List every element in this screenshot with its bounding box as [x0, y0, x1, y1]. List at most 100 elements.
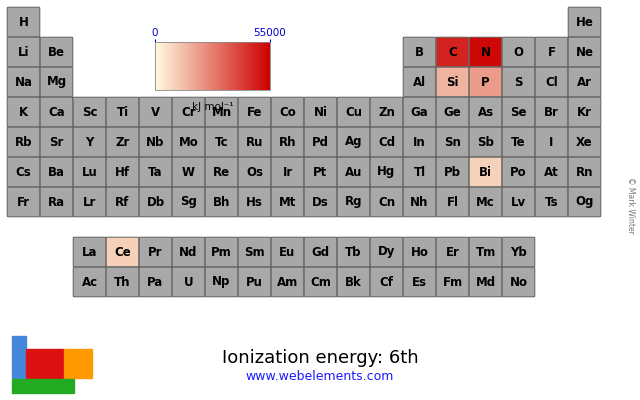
- Text: F: F: [547, 46, 556, 58]
- Text: Pr: Pr: [148, 246, 163, 258]
- FancyBboxPatch shape: [140, 127, 172, 157]
- FancyBboxPatch shape: [271, 97, 304, 127]
- FancyBboxPatch shape: [7, 187, 40, 217]
- Text: Rb: Rb: [15, 136, 32, 148]
- Text: Sr: Sr: [49, 136, 64, 148]
- Text: Hg: Hg: [378, 166, 396, 178]
- FancyBboxPatch shape: [172, 157, 205, 187]
- Text: Y: Y: [85, 136, 93, 148]
- Text: At: At: [544, 166, 559, 178]
- Text: Pm: Pm: [211, 246, 232, 258]
- Text: Ho: Ho: [411, 246, 428, 258]
- FancyBboxPatch shape: [106, 127, 139, 157]
- Text: Lu: Lu: [82, 166, 97, 178]
- Text: La: La: [82, 246, 97, 258]
- Text: Fr: Fr: [17, 196, 30, 208]
- Text: Se: Se: [510, 106, 527, 118]
- FancyBboxPatch shape: [568, 67, 601, 97]
- FancyBboxPatch shape: [205, 157, 238, 187]
- FancyBboxPatch shape: [73, 267, 106, 297]
- FancyBboxPatch shape: [337, 187, 370, 217]
- Text: Be: Be: [48, 46, 65, 58]
- Text: B: B: [415, 46, 424, 58]
- FancyBboxPatch shape: [436, 37, 468, 67]
- FancyBboxPatch shape: [436, 267, 468, 297]
- FancyBboxPatch shape: [73, 97, 106, 127]
- Text: Tl: Tl: [413, 166, 426, 178]
- Text: Zr: Zr: [115, 136, 130, 148]
- FancyBboxPatch shape: [205, 127, 238, 157]
- FancyBboxPatch shape: [436, 157, 468, 187]
- Text: Tm: Tm: [476, 246, 495, 258]
- FancyBboxPatch shape: [7, 157, 40, 187]
- FancyBboxPatch shape: [502, 67, 535, 97]
- Text: Os: Os: [246, 166, 263, 178]
- Text: Re: Re: [213, 166, 230, 178]
- FancyBboxPatch shape: [271, 127, 304, 157]
- FancyBboxPatch shape: [7, 97, 40, 127]
- Text: K: K: [19, 106, 28, 118]
- FancyBboxPatch shape: [238, 97, 271, 127]
- Text: Zn: Zn: [378, 106, 395, 118]
- Text: Pd: Pd: [312, 136, 329, 148]
- Text: Dy: Dy: [378, 246, 395, 258]
- Text: N: N: [481, 46, 490, 58]
- FancyBboxPatch shape: [40, 97, 73, 127]
- Text: Np: Np: [212, 276, 230, 288]
- Text: P: P: [481, 76, 490, 88]
- FancyBboxPatch shape: [469, 187, 502, 217]
- FancyBboxPatch shape: [469, 157, 502, 187]
- Text: Ga: Ga: [411, 106, 428, 118]
- FancyBboxPatch shape: [172, 127, 205, 157]
- Text: S: S: [515, 76, 523, 88]
- Text: Cd: Cd: [378, 136, 395, 148]
- FancyBboxPatch shape: [304, 157, 337, 187]
- FancyBboxPatch shape: [238, 127, 271, 157]
- Text: Cf: Cf: [380, 276, 394, 288]
- FancyBboxPatch shape: [337, 237, 370, 267]
- FancyBboxPatch shape: [502, 127, 535, 157]
- Text: Ca: Ca: [48, 106, 65, 118]
- FancyBboxPatch shape: [502, 37, 535, 67]
- Text: U: U: [184, 276, 193, 288]
- FancyBboxPatch shape: [40, 157, 73, 187]
- Text: He: He: [575, 16, 593, 28]
- FancyBboxPatch shape: [436, 187, 468, 217]
- Text: Mt: Mt: [279, 196, 296, 208]
- FancyBboxPatch shape: [403, 187, 436, 217]
- Text: © Mark Winter: © Mark Winter: [625, 176, 634, 234]
- Text: Te: Te: [511, 136, 526, 148]
- Text: Fe: Fe: [247, 106, 262, 118]
- Text: Nh: Nh: [410, 196, 429, 208]
- Text: Sg: Sg: [180, 196, 197, 208]
- Text: Ds: Ds: [312, 196, 329, 208]
- FancyBboxPatch shape: [469, 237, 502, 267]
- FancyBboxPatch shape: [535, 67, 568, 97]
- Text: I: I: [549, 136, 554, 148]
- Text: Ba: Ba: [48, 166, 65, 178]
- Text: Pt: Pt: [314, 166, 328, 178]
- FancyBboxPatch shape: [337, 157, 370, 187]
- Text: Na: Na: [15, 76, 33, 88]
- Text: Ar: Ar: [577, 76, 592, 88]
- FancyBboxPatch shape: [502, 187, 535, 217]
- FancyBboxPatch shape: [172, 187, 205, 217]
- Text: kJ mol⁻¹: kJ mol⁻¹: [192, 102, 234, 112]
- Text: Ta: Ta: [148, 166, 163, 178]
- Text: Nb: Nb: [147, 136, 164, 148]
- FancyBboxPatch shape: [205, 97, 238, 127]
- FancyBboxPatch shape: [172, 267, 205, 297]
- FancyBboxPatch shape: [436, 237, 468, 267]
- Text: Tc: Tc: [214, 136, 228, 148]
- Text: Og: Og: [575, 196, 594, 208]
- FancyBboxPatch shape: [304, 187, 337, 217]
- Text: Mn: Mn: [211, 106, 232, 118]
- FancyBboxPatch shape: [436, 97, 468, 127]
- FancyBboxPatch shape: [140, 187, 172, 217]
- FancyBboxPatch shape: [106, 97, 139, 127]
- Text: Cm: Cm: [310, 276, 331, 288]
- Text: Xe: Xe: [576, 136, 593, 148]
- FancyBboxPatch shape: [106, 157, 139, 187]
- Text: Fm: Fm: [442, 276, 463, 288]
- FancyBboxPatch shape: [469, 37, 502, 67]
